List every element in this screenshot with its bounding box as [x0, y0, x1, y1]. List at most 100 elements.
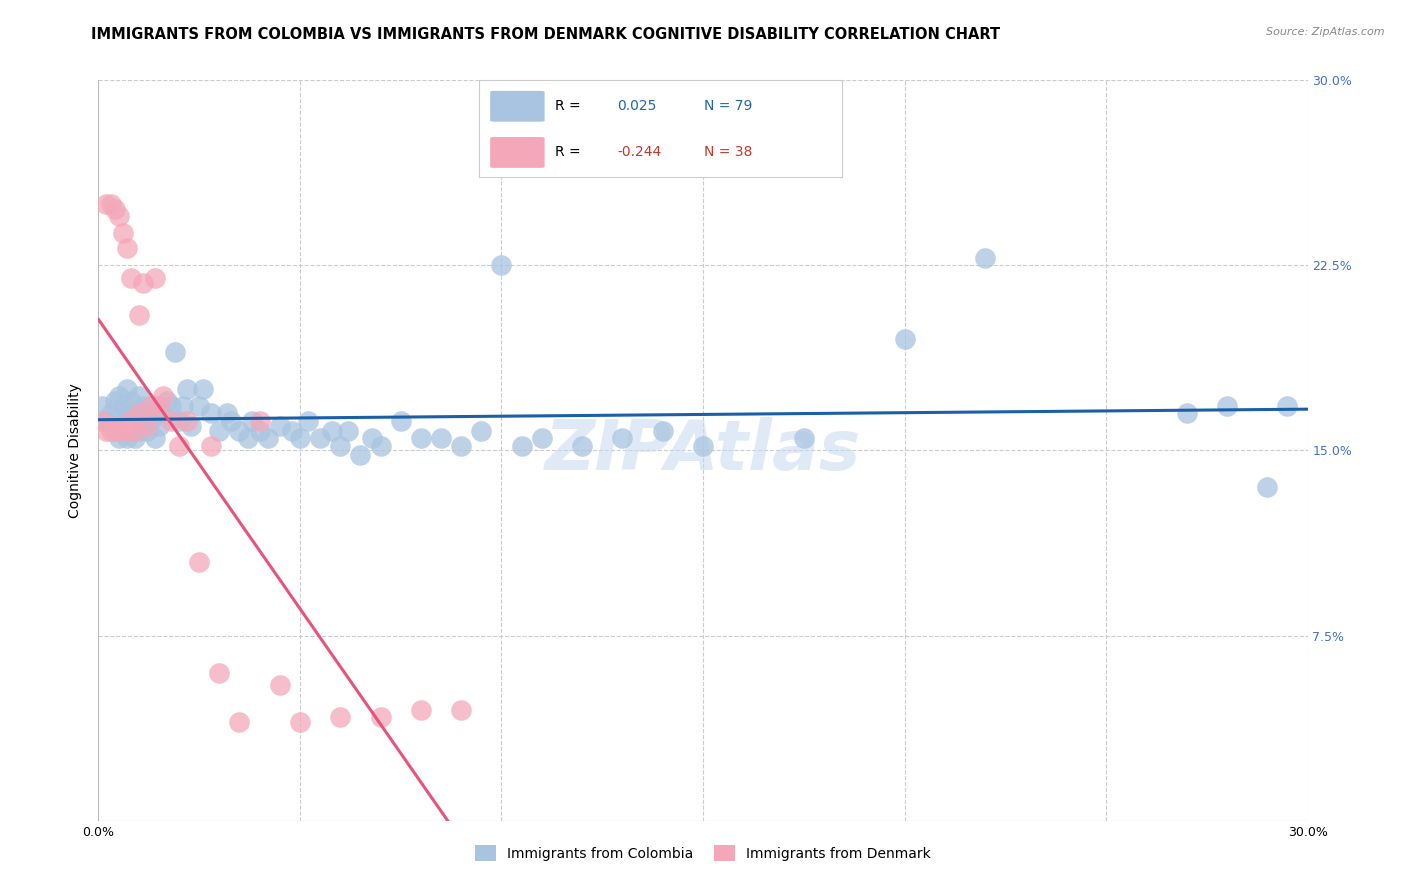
Point [430, 431, 453, 445]
Point [1175, 407, 1198, 421]
Point [135, 418, 157, 433]
Point [148, 399, 170, 413]
Point [96, 196, 118, 211]
Point [1277, 399, 1299, 413]
Point [269, 418, 291, 433]
Point [450, 438, 472, 452]
Point [208, 665, 231, 680]
Point [120, 407, 142, 421]
Point [163, 344, 186, 359]
Point [107, 209, 129, 223]
Point [240, 414, 263, 428]
Point [107, 424, 129, 438]
Point [107, 431, 129, 445]
Point [389, 414, 412, 428]
Point [128, 308, 150, 322]
Point [120, 270, 142, 285]
Point [91, 414, 114, 428]
Point [321, 424, 343, 438]
Point [793, 431, 815, 445]
Point [160, 399, 183, 413]
Text: Source: ZipAtlas.com: Source: ZipAtlas.com [1267, 27, 1385, 37]
Point [470, 424, 492, 438]
Point [120, 414, 142, 428]
Point [370, 438, 392, 452]
Point [530, 431, 553, 445]
Point [188, 555, 211, 569]
Point [297, 414, 319, 428]
Point [208, 424, 231, 438]
Point [115, 382, 138, 396]
Point [176, 414, 198, 428]
Point [288, 431, 311, 445]
Point [309, 431, 332, 445]
Point [180, 418, 202, 433]
Point [143, 431, 166, 445]
Point [571, 438, 593, 452]
Point [349, 449, 371, 463]
Point [249, 424, 271, 438]
Point [124, 424, 146, 438]
Point [200, 438, 222, 452]
Point [111, 227, 134, 241]
Point [974, 251, 997, 265]
Point [893, 332, 915, 346]
Point [148, 418, 170, 433]
Legend: Immigrants from Colombia, Immigrants from Denmark: Immigrants from Colombia, Immigrants fro… [470, 839, 936, 867]
Point [128, 389, 150, 403]
Point [1216, 399, 1239, 413]
Point [96, 424, 118, 438]
Point [450, 703, 472, 717]
Point [612, 431, 634, 445]
Point [132, 418, 155, 433]
Point [115, 411, 138, 425]
Point [124, 431, 146, 445]
Point [124, 414, 146, 428]
Point [172, 399, 194, 413]
Point [217, 407, 239, 421]
Point [103, 424, 125, 438]
Point [128, 407, 150, 421]
Point [115, 431, 138, 445]
Point [103, 418, 125, 433]
Point [128, 407, 150, 421]
Point [103, 394, 125, 409]
Point [228, 714, 250, 729]
Point [200, 407, 222, 421]
Point [167, 438, 190, 452]
Point [115, 424, 138, 438]
Point [329, 438, 352, 452]
Point [115, 241, 138, 255]
Point [143, 407, 166, 421]
Point [269, 678, 291, 692]
Point [139, 399, 162, 413]
Point [236, 431, 259, 445]
Point [100, 407, 122, 421]
Point [361, 431, 384, 445]
Point [128, 424, 150, 438]
Point [107, 411, 129, 425]
Point [135, 424, 157, 438]
Point [409, 703, 432, 717]
Point [337, 424, 360, 438]
Point [510, 438, 533, 452]
Point [120, 424, 142, 438]
Point [91, 399, 114, 413]
Point [111, 418, 134, 433]
Point [409, 431, 432, 445]
Point [188, 399, 211, 413]
Point [256, 431, 278, 445]
Point [193, 382, 215, 396]
Point [143, 270, 166, 285]
Point [329, 710, 352, 724]
Point [100, 196, 122, 211]
Text: ZIPAtlas: ZIPAtlas [546, 417, 860, 484]
Text: IMMIGRANTS FROM COLOMBIA VS IMMIGRANTS FROM DENMARK COGNITIVE DISABILITY CORRELA: IMMIGRANTS FROM COLOMBIA VS IMMIGRANTS F… [91, 27, 1001, 42]
Point [281, 424, 304, 438]
Point [491, 258, 513, 272]
Point [132, 276, 155, 290]
Point [132, 399, 155, 413]
Y-axis label: Cognitive Disability: Cognitive Disability [69, 383, 83, 518]
Point [107, 389, 129, 403]
Point [96, 414, 118, 428]
